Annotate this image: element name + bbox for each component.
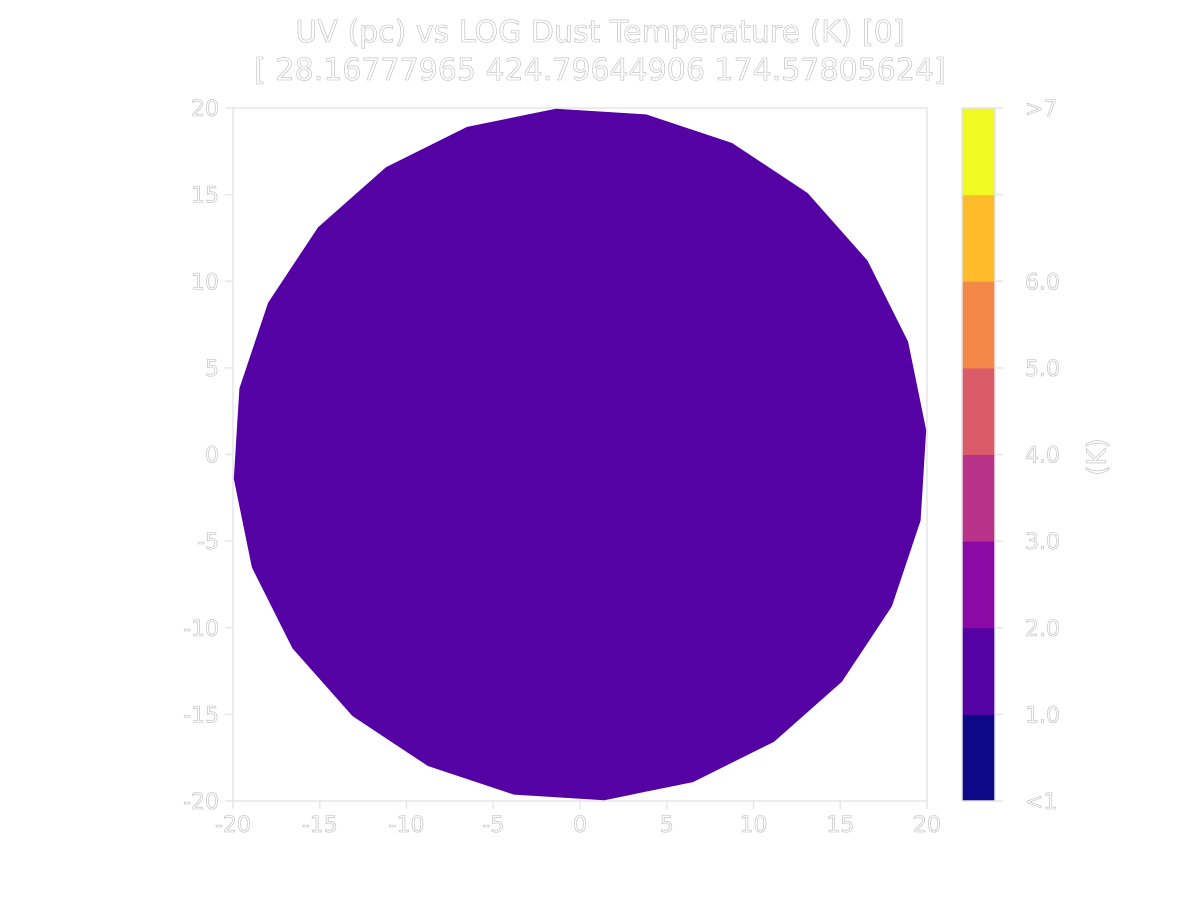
region-layer (233, 108, 927, 801)
colorbar-segment (962, 541, 995, 629)
y-tick-label: 15 (191, 184, 219, 209)
colorbar-segment (962, 367, 995, 455)
colorbar-label: (K) (1083, 438, 1113, 475)
colorbar-frame (961, 107, 996, 802)
colorbar-tick-label: >7 (1025, 97, 1057, 122)
x-tick-label: 10 (740, 813, 768, 838)
colorbar-tick-label: 4.0 (1025, 444, 1060, 469)
x-tick-label: -5 (482, 813, 504, 838)
colorbar-segment (962, 454, 995, 542)
chart-subtitle: [ 28.16777965 424.79644906 174.57805624] (254, 53, 946, 88)
y-tick-label: -10 (183, 617, 219, 642)
x-tick-label: 5 (660, 813, 674, 838)
y-tick-label: -20 (183, 790, 219, 815)
y-axis: 20 15 10 5 0 -5 -10 -15 -20 (183, 97, 233, 815)
colorbar-tick-label: 5.0 (1025, 357, 1060, 382)
temperature-region (233, 108, 927, 801)
chart-title: UV (pc) vs LOG Dust Temperature (K) [0] (295, 15, 905, 50)
colorbar-tick-label: 3.0 (1025, 530, 1060, 555)
y-tick-label: -15 (183, 703, 219, 728)
colorbar-tick-label: 2.0 (1025, 617, 1060, 642)
y-tick-label: 5 (205, 357, 219, 382)
colorbar-segment (962, 627, 995, 715)
x-tick-label: -10 (389, 813, 425, 838)
colorbar-tick-label: 1.0 (1025, 703, 1060, 728)
x-tick-label: 20 (913, 813, 941, 838)
y-tick-label: 10 (191, 270, 219, 295)
colorbar-segment (962, 281, 995, 369)
y-tick-label: 0 (205, 444, 219, 469)
colorbar: <1 1.0 2.0 3.0 4.0 5.0 6.0 >7 (961, 97, 1060, 815)
y-tick-label: -5 (197, 530, 219, 555)
colorbar-tick-label: 6.0 (1025, 270, 1060, 295)
colorbar-segment (962, 108, 995, 196)
x-tick-label: -15 (302, 813, 338, 838)
x-tick-label: 15 (826, 813, 854, 838)
colorbar-segment (962, 194, 995, 282)
x-tick-label: 0 (573, 813, 587, 838)
x-tick-label: -20 (215, 813, 251, 838)
x-axis: -20 -15 -10 -5 0 5 10 15 20 (215, 801, 941, 838)
y-tick-label: 20 (191, 97, 219, 122)
colorbar-segment (962, 714, 995, 802)
colorbar-tick-label: <1 (1025, 790, 1057, 815)
